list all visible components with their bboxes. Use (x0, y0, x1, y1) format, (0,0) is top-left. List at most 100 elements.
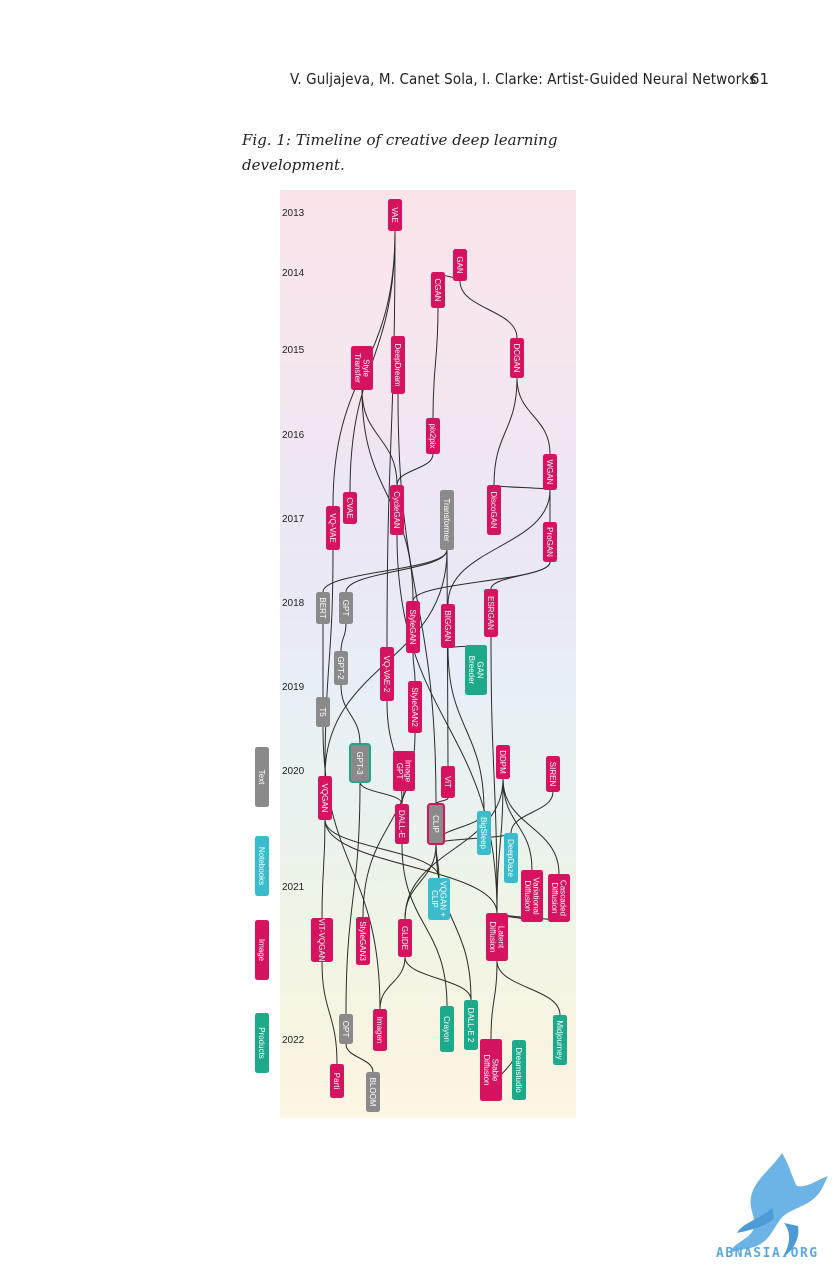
svg-text:Midjourney: Midjourney (555, 1020, 564, 1059)
svg-text:VQGAN: VQGAN (320, 784, 329, 813)
node-legend-text: Text (255, 747, 269, 807)
edge-vqgan-vitvqgan (321, 819, 326, 919)
edge-esrgan-latent (490, 636, 498, 914)
svg-text:DCGAN: DCGAN (512, 344, 521, 373)
svg-text:ViT: ViT (443, 776, 452, 788)
svg-text:CLIP: CLIP (431, 815, 440, 833)
edge-biggan-bigsleep (447, 647, 485, 812)
node-biggan: BIGGAN (441, 604, 455, 648)
node-parti: Parti (330, 1064, 344, 1098)
year-label: 2020 (282, 766, 305, 777)
svg-text:CycleGAN: CycleGAN (392, 491, 401, 529)
svg-text:DeepDream: DeepDream (393, 343, 402, 386)
nodes: VAE GAN CGAN StyleTransfer DeepDream DCGAN pix… (311, 199, 570, 1112)
svg-text:VAE: VAE (390, 207, 399, 222)
svg-text:ProGAN: ProGAN (545, 527, 554, 557)
year-label: 2016 (282, 430, 305, 441)
node-cvae: CVAE (343, 492, 357, 524)
node-gpt3: GPT-3 (349, 743, 371, 783)
svg-text:Crayon: Crayon (442, 1016, 451, 1042)
node-bloom: BLOOM (366, 1072, 380, 1112)
node-transformer: Transformer (440, 490, 454, 550)
svg-text:StyleGAN2: StyleGAN2 (410, 687, 419, 727)
node-stylegan2: StyleGAN2 (408, 681, 422, 733)
svg-text:StableDiffusion: StableDiffusion (482, 1055, 500, 1086)
year-labels: 2013 2014 2015 2016 2017 2018 2019 2020 2021 2022 (282, 208, 305, 1046)
svg-text:DeepDaze: DeepDaze (506, 839, 515, 877)
svg-text:Text: Text (257, 770, 266, 785)
node-vqganclip: VQGAN +CLIP (428, 878, 450, 920)
edge-pix2pix-cyclegan (396, 453, 434, 486)
edge-gpt-gpt2 (340, 623, 347, 652)
node-ganbreeder: GANBreeder (465, 645, 487, 695)
node-bert: BERT (316, 592, 330, 624)
year-label: 2021 (282, 882, 305, 893)
node-wgan: WGAN (543, 454, 557, 490)
svg-text:ImageGPT: ImageGPT (395, 760, 413, 783)
figure-caption: Fig. 1: Timeline of creative deep learni… (242, 131, 558, 174)
node-t5: T5 (316, 697, 330, 727)
timeline-figure: 2013 2014 2015 2016 2017 2018 2019 2020 2021 2022… (255, 190, 576, 1118)
year-label: 2014 (282, 268, 305, 279)
node-pix2pix: pix2pix (426, 418, 440, 454)
edge-dalle-crayon (401, 843, 448, 1007)
node-bigsleep: BigSleep (477, 811, 491, 855)
edge-stylegan-stylegan2 (412, 652, 416, 682)
svg-text:GPT-3: GPT-3 (355, 751, 364, 775)
svg-text:GPT-2: GPT-2 (336, 656, 345, 680)
node-dcgan: DCGAN (510, 338, 524, 378)
svg-text:GAN: GAN (455, 256, 464, 274)
edge-latent-midjourney (496, 960, 561, 1016)
griffin-logo-icon (730, 1153, 828, 1258)
node-crayon: Crayon (440, 1006, 454, 1052)
edge-ddpm-cascaded (502, 778, 560, 875)
svg-text:SIREN: SIREN (548, 762, 557, 787)
node-vitvqgan: ViT-VQGAN (311, 918, 333, 962)
edge-vqgan-latent (324, 819, 498, 914)
svg-text:T5: T5 (318, 707, 327, 717)
edge-transformer-vit (446, 549, 449, 767)
edges (321, 230, 561, 1102)
svg-text:WGAN: WGAN (545, 460, 554, 485)
edge-dcgan-wgan (516, 377, 551, 455)
running-head: V. Guljajeva, M. Canet Sola, I. Clarke: … (290, 70, 757, 88)
year-label: 2022 (282, 1035, 305, 1046)
legend: Text Notebooks Image Products (255, 747, 269, 1073)
node-style_transfer: StyleTransfer (351, 346, 373, 390)
node-esrgan: ESRGAN (484, 589, 498, 637)
svg-text:StyleGAN3: StyleGAN3 (358, 921, 367, 961)
node-stylegan: StyleGAN (406, 601, 420, 653)
node-gan: GAN (453, 249, 467, 281)
edge-ddpm-glide (404, 778, 504, 920)
edge-latent-stable (490, 960, 498, 1040)
svg-text:StyleTransfer: StyleTransfer (353, 353, 371, 383)
node-clip: CLIP (427, 803, 445, 845)
node-deepdaze: DeepDaze (504, 833, 518, 883)
node-deepdream: DeepDream (391, 336, 405, 394)
svg-text:CGAN: CGAN (433, 278, 442, 301)
node-dreamstudio: Dreamstudio (512, 1040, 526, 1100)
node-stylegan3: StyleGAN3 (356, 917, 370, 965)
node-gpt: GPT (339, 592, 353, 624)
edge-vqvae-vqgan (324, 549, 334, 777)
svg-text:DiscoGAN: DiscoGAN (489, 491, 498, 529)
node-discogan: DiscoGAN (487, 485, 501, 535)
svg-text:GLIDE: GLIDE (400, 926, 409, 950)
node-ddpm: DDPM (496, 745, 510, 779)
edge-siren-deepdaze (510, 791, 554, 834)
year-label: 2017 (282, 514, 305, 525)
svg-text:GANBreeder: GANBreeder (467, 656, 485, 685)
year-label: 2015 (282, 345, 305, 356)
svg-text:Products: Products (257, 1027, 266, 1059)
svg-text:DALL-E: DALL-E (397, 810, 406, 838)
edge-glide-dalle2 (404, 956, 472, 1001)
node-imagen: Imagen (373, 1009, 387, 1051)
edge-imagegpt-dalle (401, 790, 405, 805)
edge-vitvqgan-parti (321, 961, 338, 1065)
node-gpt2: GPT-2 (334, 651, 348, 685)
svg-text:VQ-VAE: VQ-VAE (328, 513, 337, 543)
svg-text:BigSleep: BigSleep (479, 817, 488, 850)
svg-text:BLOOM: BLOOM (368, 1078, 377, 1107)
svg-text:VQ-VAE-2: VQ-VAE-2 (382, 656, 391, 693)
svg-text:Notebooks: Notebooks (257, 847, 266, 885)
